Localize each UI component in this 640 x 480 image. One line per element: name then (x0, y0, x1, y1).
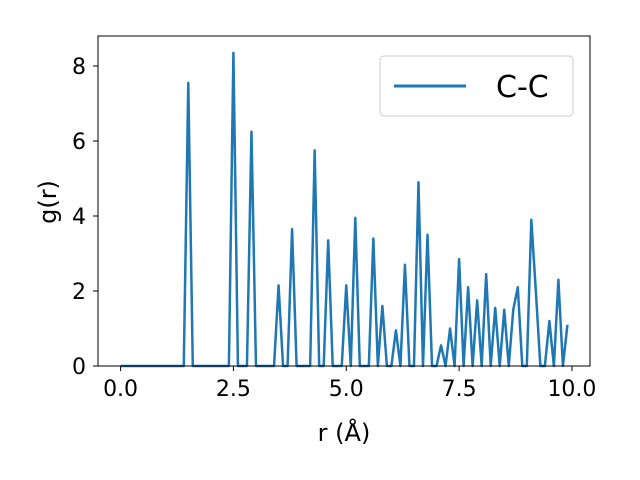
x-tick-label: 7.5 (442, 377, 477, 402)
y-tick-label: 8 (72, 55, 86, 80)
y-tick-label: 4 (72, 205, 86, 230)
legend-box (379, 55, 574, 117)
x-axis-ticks: 0.0 2.5 5.0 7.5 10.0 (103, 366, 596, 402)
y-tick-label: 0 (72, 355, 86, 380)
x-axis-label: r (Å) (318, 418, 371, 447)
x-tick-label: 2.5 (216, 377, 251, 402)
y-tick-label: 2 (72, 280, 86, 305)
y-tick-label: 6 (72, 130, 86, 155)
plot-area (97, 35, 591, 368)
axes-frame (97, 35, 591, 367)
x-tick-label: 0.0 (103, 377, 138, 402)
y-axis-ticks: 0 2 4 6 8 (72, 55, 98, 380)
y-axis-label: g(r) (34, 180, 62, 224)
x-tick-label: 10.0 (547, 377, 596, 402)
legend: C-C (379, 55, 574, 117)
x-tick-label: 5.0 (329, 377, 364, 402)
legend-label-c-c: C-C (496, 70, 549, 105)
